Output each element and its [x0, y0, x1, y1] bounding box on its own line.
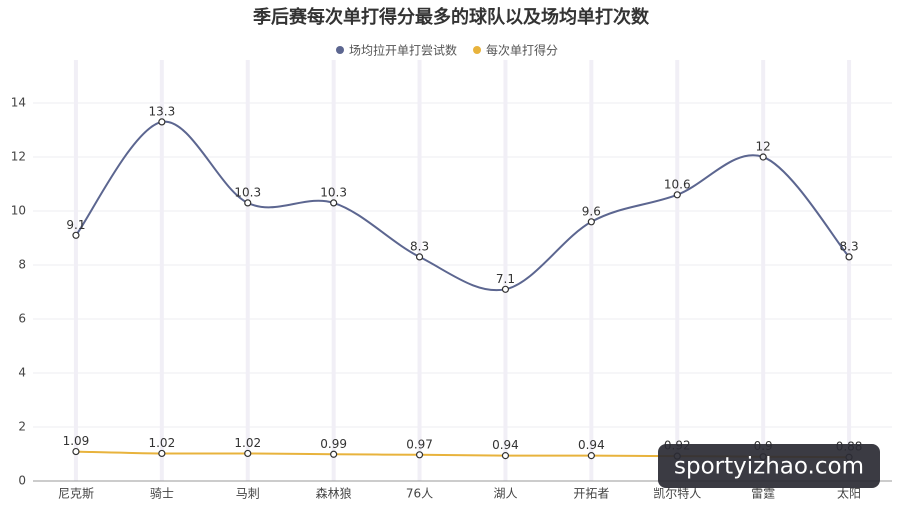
data-label: 13.3 [148, 104, 175, 118]
data-point [244, 449, 252, 458]
data-point [244, 199, 252, 207]
x-tick-label: 马刺 [236, 487, 260, 501]
y-tick-label: 2 [18, 420, 26, 434]
y-tick-label: 10 [11, 204, 26, 218]
data-label: 1.02 [234, 436, 261, 450]
data-label: 10.6 [664, 177, 691, 191]
data-label: 0.94 [492, 438, 519, 452]
data-point [587, 452, 595, 460]
data-label: 8.3 [410, 239, 429, 253]
watermark: sportyizhao.com [674, 454, 864, 480]
data-label: 0.94 [578, 438, 605, 452]
data-point [330, 450, 338, 458]
x-tick-label: 凯尔特人 [653, 486, 701, 501]
x-tick-label: 森林狼 [316, 486, 352, 501]
x-tick-label: 骑士 [150, 487, 174, 501]
data-label: 8.3 [840, 239, 859, 253]
x-tick-label: 湖人 [493, 486, 517, 501]
data-label: 0.99 [320, 437, 347, 451]
data-point [587, 218, 595, 226]
series-line [75, 120, 850, 292]
x-tick-label: 开拓者 [573, 487, 609, 501]
data-label: 9.6 [582, 204, 601, 218]
watermark-box [658, 444, 880, 488]
data-label: 7.1 [496, 272, 515, 286]
data-label: 1.02 [148, 436, 175, 450]
x-tick-label: 太阳 [837, 486, 861, 501]
x-tick-label: 雷霆 [751, 487, 775, 501]
legend: 场均拉开单打尝试数 每次单打得分 [336, 43, 558, 58]
y-tick-label: 4 [18, 366, 26, 380]
data-point [501, 285, 510, 293]
data-point [415, 253, 424, 261]
y-tick-label: 8 [18, 258, 26, 272]
x-tick-label: 76人 [406, 487, 433, 501]
legend-label: 每次单打得分 [486, 43, 558, 58]
data-point [72, 447, 80, 456]
data-point [845, 253, 853, 261]
y-tick-label: 0 [18, 474, 26, 488]
y-tick-label: 6 [18, 312, 26, 326]
data-point [501, 452, 510, 460]
y-tick-label: 14 [11, 96, 26, 110]
legend-marker [473, 46, 482, 54]
data-point [158, 449, 166, 458]
data-label: 1.09 [63, 434, 90, 448]
data-point [330, 199, 338, 207]
data-label: 12 [756, 140, 771, 154]
data-label: 9.1 [66, 218, 85, 232]
data-point [158, 118, 166, 126]
data-label: 10.3 [234, 185, 261, 199]
data-label: 10.3 [320, 185, 347, 199]
data-point [72, 231, 80, 239]
legend-marker [336, 46, 344, 54]
data-point [673, 191, 681, 199]
y-tick-label: 12 [11, 150, 26, 164]
x-tick-label: 尼克斯 [58, 487, 94, 501]
legend-label: 场均拉开单打尝试数 [349, 43, 457, 58]
data-label: 0.97 [406, 437, 433, 451]
chart-title: 季后赛每次单打得分最多的球队以及场均单打次数 [253, 6, 650, 28]
data-point [415, 451, 424, 459]
data-point [759, 153, 767, 161]
